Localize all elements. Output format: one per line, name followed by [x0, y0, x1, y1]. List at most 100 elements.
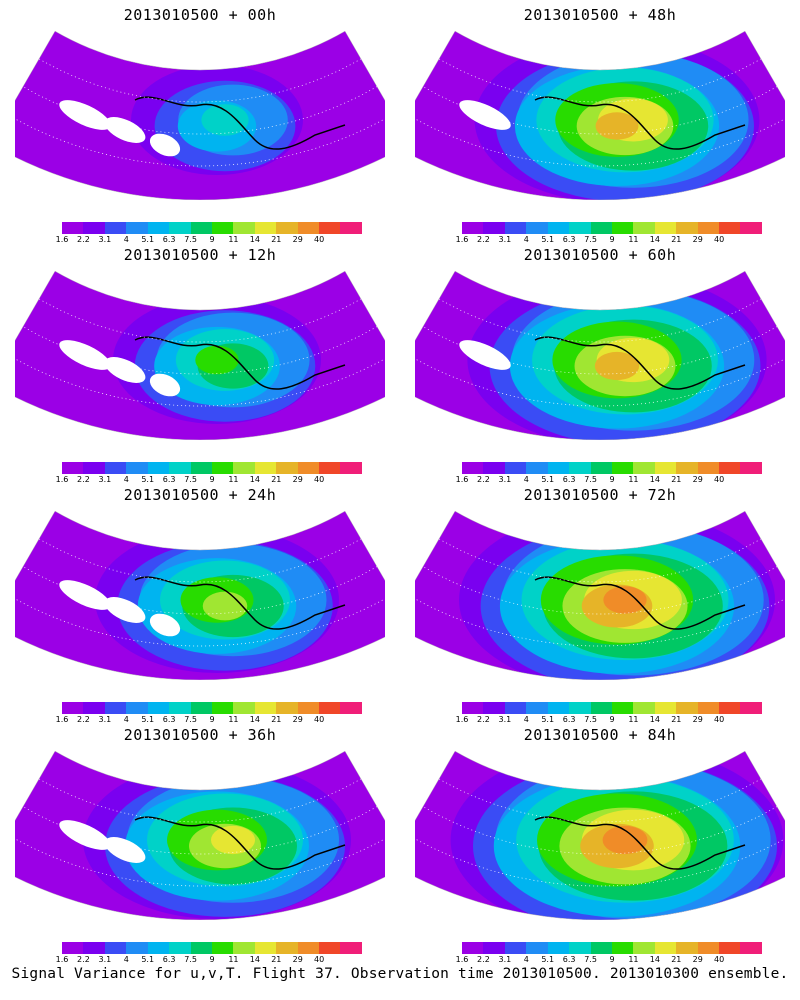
colorbar-swatch: [169, 942, 191, 954]
colorbar-tick-label: 21: [271, 235, 282, 244]
colorbar-tick-label: 3.1: [498, 955, 512, 964]
colorbar-swatch: [276, 942, 298, 954]
colorbar-swatch: [319, 702, 341, 714]
graticule-line: [415, 353, 785, 407]
colorbar-swatch: [83, 702, 105, 714]
colorbar-swatch: [483, 462, 505, 474]
colorbar-swatch: [169, 702, 191, 714]
variance-contour: [602, 825, 648, 855]
colorbar-tick-label: 4: [123, 715, 129, 724]
colorbar-swatch: [254, 222, 277, 234]
colorbar-tick-label: 3.1: [498, 475, 512, 484]
missing-data-region: [104, 357, 146, 383]
colorbar-swatch: [319, 462, 341, 474]
forecast-panel: 2013010500 + 00h 1.6 2.2 3.1 4 5.1 6.3 7.5 9 11 14…: [0, 0, 400, 250]
colorbar-swatch: [462, 702, 484, 714]
colorbar-tick-label: 6.3: [562, 955, 576, 964]
colorbar-swatch: [547, 462, 570, 474]
colorbar-tick-label: 5.1: [141, 715, 155, 724]
colorbar-tick-label: 7.5: [584, 235, 597, 244]
colorbar-tick-label: 29: [292, 235, 303, 244]
graticule-line: [415, 113, 785, 167]
colorbar: [62, 702, 362, 714]
colorbar-swatch: [740, 702, 762, 714]
colorbar-swatch: [611, 462, 634, 474]
colorbar-swatch: [297, 942, 320, 954]
colorbar-swatch: [319, 942, 341, 954]
polar-map: [415, 510, 785, 680]
graticule-line: [415, 833, 785, 887]
colorbar-tick-label: 5.1: [141, 235, 155, 244]
colorbar-swatch: [190, 462, 212, 474]
map-boundary: [415, 750, 785, 920]
colorbar-tick-label: 5.1: [541, 715, 555, 724]
colorbar-swatch: [104, 462, 127, 474]
forecast-panel: 2013010500 + 72h 1.6 2.2 3.1 4 5.1 6.3 7.5 9 11 14…: [400, 480, 800, 730]
colorbar: [462, 222, 762, 234]
colorbar-tick-label: 2.2: [477, 955, 490, 964]
colorbar-tick-label: 40: [714, 475, 725, 484]
graticule-line: [438, 58, 762, 103]
colorbar-tick-label: 3.1: [98, 475, 112, 484]
colorbar-swatch: [504, 702, 527, 714]
forecast-panel: 2013010500 + 48h 1.6 2.2 3.1 4 5.1 6.3 7.5 9 11 14…: [400, 0, 800, 250]
colorbar-tick-label: 5.1: [541, 475, 555, 484]
colorbar-swatch: [483, 942, 505, 954]
figure-caption: Signal Variance for u,v,T. Flight 37. Ob…: [11, 966, 789, 982]
colorbar-tick-label: 21: [271, 475, 282, 484]
colorbar-tick-label: 1.6: [455, 955, 469, 964]
colorbar-tick-label: 4: [523, 235, 529, 244]
colorbar-swatch: [740, 222, 762, 234]
colorbar-tick-label: 29: [292, 475, 303, 484]
graticule-line: [438, 298, 762, 343]
colorbar-tick-label: 9: [609, 955, 615, 964]
colorbar-swatch: [504, 942, 527, 954]
colorbar-swatch: [590, 942, 612, 954]
colorbar-swatch: [62, 702, 84, 714]
colorbar-swatch: [526, 942, 548, 954]
missing-data-region: [149, 133, 181, 157]
missing-data-region: [104, 117, 146, 143]
colorbar-swatch: [104, 942, 127, 954]
colorbar-swatch: [611, 222, 634, 234]
graticule-line: [15, 113, 385, 167]
colorbar-swatch: [504, 462, 527, 474]
colorbar-tick-label: 7.5: [584, 715, 597, 724]
panel-title: 2013010500 + 72h: [523, 486, 677, 504]
colorbar-swatch: [233, 702, 255, 714]
colorbar-swatch: [654, 942, 677, 954]
missing-data-region: [59, 820, 111, 850]
colorbar-tick-label: 40: [714, 715, 725, 724]
colorbar-swatch: [233, 462, 255, 474]
colorbar-tick-label: 1.6: [55, 715, 69, 724]
colorbar-tick-label: 40: [714, 955, 725, 964]
colorbar-swatch: [340, 462, 362, 474]
colorbar-tick-label: 6.3: [562, 235, 576, 244]
graticule-line: [15, 833, 385, 887]
colorbar-swatch: [254, 942, 277, 954]
colorbar-swatch: [126, 462, 148, 474]
colorbar-swatch: [611, 942, 634, 954]
colorbar-tick-label: 1.6: [55, 955, 69, 964]
graticule-line: [438, 778, 762, 823]
forecast-panel: 2013010500 + 36h 1.6 2.2 3.1 4 5.1 6.3 7.5 9 11 14…: [0, 720, 400, 970]
colorbar-tick-label: 4: [523, 715, 529, 724]
colorbar-swatch: [62, 462, 84, 474]
colorbar-tick-label: 21: [671, 955, 682, 964]
colorbar-swatch: [590, 462, 612, 474]
colorbar-tick-label: 6.3: [162, 235, 176, 244]
colorbar-swatch: [654, 702, 677, 714]
missing-data-region: [104, 597, 146, 623]
graticule-line: [38, 58, 362, 103]
panel-title: 2013010500 + 36h: [123, 726, 277, 744]
colorbar-tick-label: 6.3: [162, 475, 176, 484]
colorbar-swatch: [233, 222, 255, 234]
colorbar-tick-label: 4: [523, 475, 529, 484]
forecast-panel: 2013010500 + 12h 1.6 2.2 3.1 4 5.1 6.3 7.5 9 11 14…: [0, 240, 400, 490]
map-boundary: [415, 270, 785, 440]
colorbar-tick-label: 2.2: [477, 235, 490, 244]
colorbar-swatch: [83, 942, 105, 954]
polar-map: [15, 750, 385, 920]
colorbar-swatch: [319, 222, 341, 234]
colorbar-tick-label: 7.5: [184, 715, 197, 724]
